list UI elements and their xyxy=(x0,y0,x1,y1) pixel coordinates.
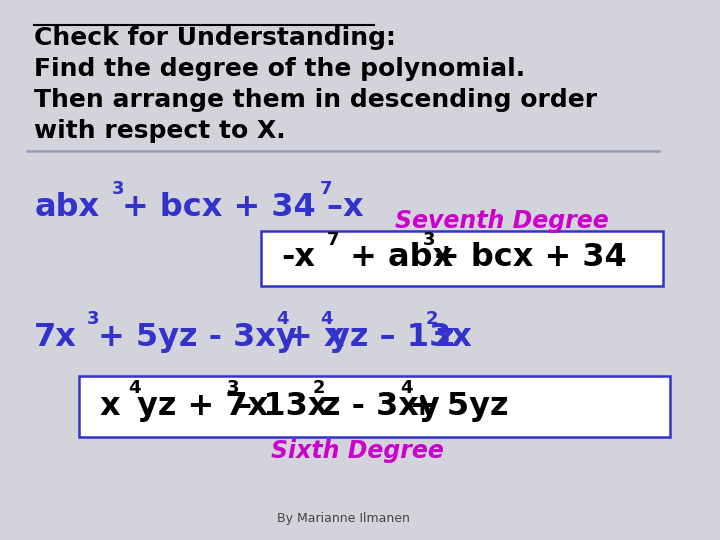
Text: 3: 3 xyxy=(112,180,125,198)
Text: Sixth Degree: Sixth Degree xyxy=(271,439,444,463)
Text: – 13x: – 13x xyxy=(236,390,329,422)
Text: + 5yz: + 5yz xyxy=(410,390,509,422)
FancyBboxPatch shape xyxy=(79,376,670,437)
Text: + bcx + 34: + bcx + 34 xyxy=(433,242,626,273)
Text: 2: 2 xyxy=(426,309,438,328)
FancyBboxPatch shape xyxy=(261,231,663,286)
Text: 3: 3 xyxy=(87,309,100,328)
Text: x: x xyxy=(99,390,120,422)
Text: 4: 4 xyxy=(276,309,289,328)
Text: 3: 3 xyxy=(423,231,436,249)
Text: 7x: 7x xyxy=(35,322,77,353)
Text: Check for Understanding:: Check for Understanding: xyxy=(35,26,396,50)
Text: Then arrange them in descending order: Then arrange them in descending order xyxy=(35,88,598,112)
Text: yz + 7x: yz + 7x xyxy=(137,390,268,422)
Text: z: z xyxy=(436,322,454,353)
Text: Seventh Degree: Seventh Degree xyxy=(395,210,609,233)
Text: z - 3xy: z - 3xy xyxy=(322,390,439,422)
Text: 4: 4 xyxy=(320,309,333,328)
Text: 7: 7 xyxy=(320,180,333,198)
Text: 3: 3 xyxy=(227,379,239,397)
Text: + bcx + 34 –x: + bcx + 34 –x xyxy=(122,192,364,224)
Text: + 5yz - 3xy: + 5yz - 3xy xyxy=(98,322,297,353)
Text: + abx: + abx xyxy=(338,242,453,273)
Text: yz – 13x: yz – 13x xyxy=(329,322,472,353)
Text: 7: 7 xyxy=(327,231,340,249)
Text: + x: + x xyxy=(286,322,344,353)
Text: abx: abx xyxy=(35,192,99,224)
Text: By Marianne Ilmanen: By Marianne Ilmanen xyxy=(277,512,410,525)
Text: -x: -x xyxy=(282,242,315,273)
Text: 4: 4 xyxy=(400,379,413,397)
Text: 2: 2 xyxy=(312,379,325,397)
Text: with respect to X.: with respect to X. xyxy=(35,119,286,143)
Text: Find the degree of the polynomial.: Find the degree of the polynomial. xyxy=(35,57,526,80)
Text: 4: 4 xyxy=(127,379,140,397)
